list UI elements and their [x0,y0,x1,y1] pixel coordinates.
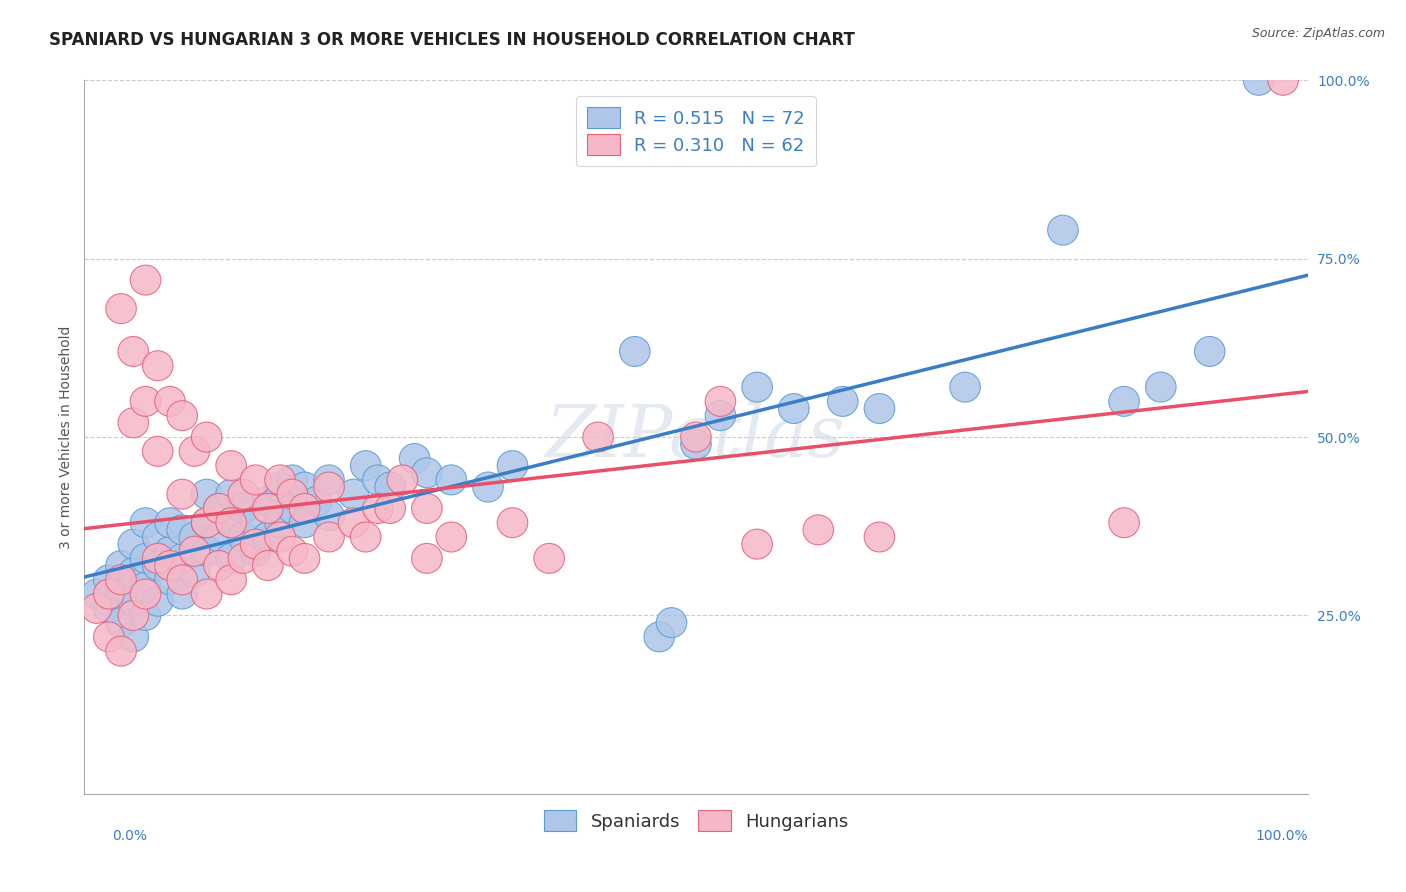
Legend: Spaniards, Hungarians: Spaniards, Hungarians [537,803,855,838]
Text: Source: ZipAtlas.com: Source: ZipAtlas.com [1251,27,1385,40]
Text: 0.0%: 0.0% [112,829,148,843]
Text: ZIPatlas: ZIPatlas [546,401,846,473]
Text: 100.0%: 100.0% [1256,829,1308,843]
Text: SPANIARD VS HUNGARIAN 3 OR MORE VEHICLES IN HOUSEHOLD CORRELATION CHART: SPANIARD VS HUNGARIAN 3 OR MORE VEHICLES… [49,31,855,49]
Y-axis label: 3 or more Vehicles in Household: 3 or more Vehicles in Household [59,326,73,549]
